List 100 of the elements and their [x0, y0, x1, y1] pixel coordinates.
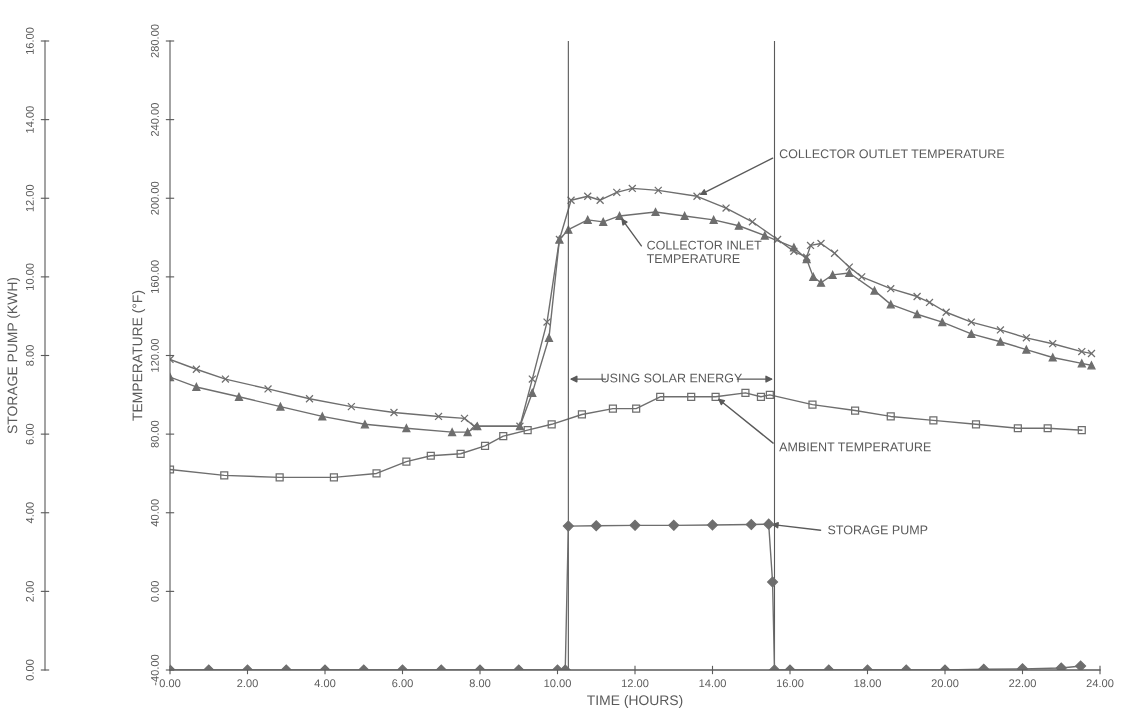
point	[1043, 424, 1052, 433]
point	[651, 207, 660, 217]
point	[828, 270, 837, 280]
point	[741, 388, 750, 397]
point	[263, 384, 273, 394]
point	[845, 268, 854, 278]
point	[929, 416, 938, 425]
point	[886, 412, 895, 421]
point	[612, 188, 621, 197]
point	[577, 410, 587, 419]
annotation: COLLECTOR OUTLET TEMPERATURE	[779, 149, 1005, 159]
y-axis-title: TEMPERATURE (°F)	[132, 290, 146, 421]
y2-tick-label: 2.00	[25, 581, 34, 602]
x-tick-label: 24.00	[1086, 679, 1114, 688]
point	[789, 243, 798, 252]
point	[938, 317, 947, 327]
y-tick-label: 40.00	[150, 499, 159, 527]
point	[721, 203, 731, 213]
point	[1077, 426, 1086, 435]
point	[680, 211, 689, 221]
point	[967, 329, 976, 338]
point	[913, 310, 922, 319]
point	[583, 192, 592, 201]
point	[276, 402, 285, 411]
point	[596, 196, 605, 205]
point	[192, 365, 201, 374]
point	[1022, 345, 1031, 354]
point	[566, 196, 576, 205]
point	[628, 184, 637, 193]
point	[692, 192, 702, 201]
point	[734, 221, 743, 230]
point	[913, 292, 922, 301]
point	[583, 215, 592, 224]
x-tick-label: 16.00	[776, 679, 804, 688]
annotation: COLLECTOR INLET TEMPERATURE	[646, 240, 762, 264]
point	[756, 392, 766, 401]
point	[305, 394, 314, 403]
point	[456, 449, 465, 458]
x-tick-label: 18.00	[854, 679, 881, 688]
y-tick-label: 200.00	[150, 181, 159, 215]
x-tick-label: 8.00	[469, 679, 491, 688]
point	[329, 473, 339, 482]
point	[542, 317, 552, 327]
point	[654, 186, 663, 195]
point	[528, 388, 537, 397]
point	[1022, 333, 1031, 342]
point	[711, 392, 720, 401]
point	[434, 412, 443, 421]
point	[460, 414, 469, 423]
y2-axis-title: STORAGE PUMP (KWH)	[7, 277, 21, 434]
point	[942, 308, 951, 317]
point	[851, 406, 860, 415]
point	[220, 471, 229, 480]
point	[808, 400, 817, 409]
y-tick-label: 160.00	[150, 260, 159, 294]
point	[360, 420, 370, 429]
point	[347, 402, 356, 411]
y2-tick-label: 10.00	[25, 263, 34, 290]
point	[523, 426, 532, 435]
y-tick-label: -40.00	[150, 654, 159, 686]
y-tick-label: 0.00	[150, 581, 159, 602]
x-tick-label: 12.00	[621, 679, 649, 688]
point	[886, 300, 895, 309]
point	[448, 428, 457, 437]
point	[632, 404, 641, 413]
point	[1048, 353, 1057, 362]
x-tick-label: 14.00	[699, 679, 726, 688]
point	[816, 239, 826, 248]
point	[687, 392, 696, 401]
point	[402, 424, 411, 433]
point	[886, 284, 895, 293]
point	[1077, 347, 1086, 356]
point	[1048, 339, 1057, 348]
point	[192, 382, 201, 392]
point	[830, 249, 839, 258]
x-tick-label: 0.00	[159, 679, 181, 688]
y2-tick-label: 6.00	[25, 423, 34, 445]
x-tick-label: 20.00	[931, 679, 959, 688]
point	[599, 217, 608, 226]
point	[372, 469, 381, 478]
point	[608, 404, 618, 413]
x-tick-label: 2.00	[237, 679, 258, 688]
point	[925, 298, 934, 307]
point	[1013, 424, 1022, 433]
point	[1087, 349, 1096, 358]
point	[615, 211, 624, 221]
annotation: USING SOLAR ENERGY	[601, 373, 742, 383]
point	[234, 392, 244, 401]
point	[499, 431, 508, 441]
annotation: STORAGE PUMP	[828, 525, 928, 535]
y2-tick-label: 4.00	[25, 502, 34, 524]
point	[809, 272, 818, 281]
point	[656, 392, 665, 401]
point	[709, 215, 718, 224]
point	[221, 374, 230, 384]
point	[760, 231, 769, 240]
point	[480, 441, 490, 451]
point	[748, 217, 757, 226]
y2-tick-label: 14.00	[25, 106, 34, 133]
x-tick-label: 22.00	[1009, 679, 1036, 688]
